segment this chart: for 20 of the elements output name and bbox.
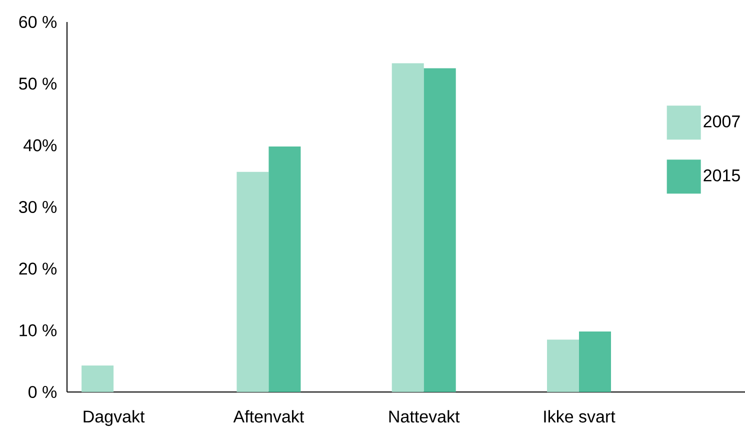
x-tick-label: Ikke svart bbox=[544, 410, 616, 423]
bar bbox=[547, 340, 579, 392]
bar bbox=[82, 365, 114, 392]
y-tick-label: 40% bbox=[24, 139, 57, 152]
y-tick-label: 20 % bbox=[19, 262, 57, 275]
y-tick-label: 0 % bbox=[28, 386, 57, 398]
y-tick-label: 60 % bbox=[19, 16, 57, 28]
bar bbox=[268, 146, 301, 392]
y-tick-label: 10 % bbox=[20, 324, 57, 336]
x-tick-label: Dagvakt bbox=[84, 410, 145, 426]
bar bbox=[236, 172, 269, 392]
x-tick-label: Nattevakt bbox=[389, 410, 460, 423]
bar bbox=[392, 63, 424, 392]
y-tick-label: 50 % bbox=[19, 78, 57, 90]
x-tick-label: Aftenvakt bbox=[233, 410, 304, 423]
legend-label: 2007 bbox=[704, 115, 740, 128]
bar bbox=[579, 332, 611, 392]
legend-label: 2015 bbox=[704, 169, 740, 182]
bar bbox=[424, 68, 456, 392]
y-tick-label: 30 % bbox=[19, 200, 57, 214]
